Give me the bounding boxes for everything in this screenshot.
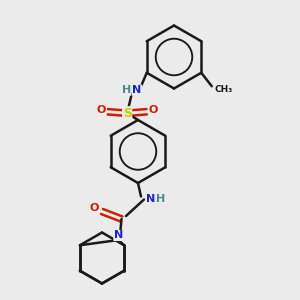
Text: O: O — [148, 105, 158, 115]
Text: N: N — [114, 230, 123, 241]
Text: S: S — [123, 107, 132, 120]
Text: O: O — [96, 105, 106, 115]
Text: O: O — [90, 203, 99, 213]
Text: H: H — [156, 194, 165, 204]
Text: N: N — [146, 194, 155, 204]
Text: H: H — [122, 85, 131, 95]
Text: CH₃: CH₃ — [215, 85, 233, 94]
Text: N: N — [133, 85, 142, 95]
